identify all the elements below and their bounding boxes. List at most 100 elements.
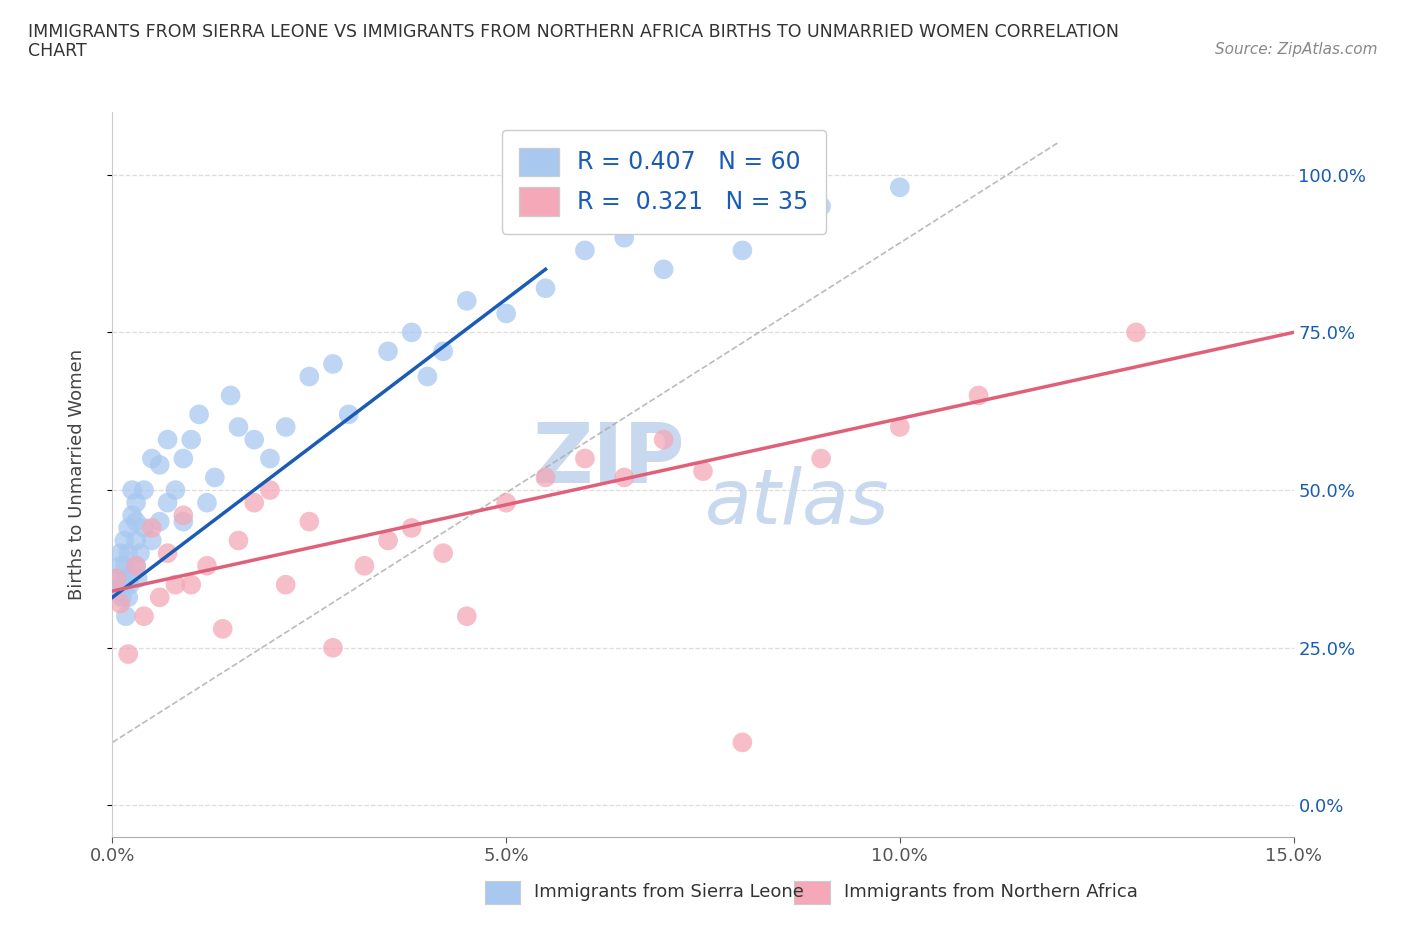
Point (1125, 325, 1147, 339)
Point (172, 514, 194, 529)
Point (195, 496, 218, 511)
Point (574, 451, 596, 466)
Point (118, 578, 141, 592)
Point (149, 458, 172, 472)
Point (298, 514, 321, 529)
Point (731, 243, 754, 258)
Point (322, 356, 344, 371)
Point (401, 521, 423, 536)
Point (180, 578, 202, 592)
Point (204, 470, 226, 485)
Point (456, 609, 478, 624)
Point (149, 514, 172, 529)
Point (141, 521, 163, 536)
Point (132, 521, 155, 536)
Point (967, 388, 990, 403)
Point (125, 496, 148, 511)
Point (613, 231, 636, 246)
Point (228, 419, 250, 434)
Point (129, 546, 152, 561)
Point (377, 533, 399, 548)
Point (165, 578, 187, 592)
Point (180, 432, 202, 447)
Point (574, 243, 596, 258)
Point (401, 325, 423, 339)
Point (889, 179, 911, 194)
Point (165, 483, 187, 498)
Point (692, 464, 714, 479)
Point (156, 546, 179, 561)
Point (125, 558, 148, 573)
Point (132, 609, 155, 624)
Point (110, 558, 132, 573)
Point (259, 451, 281, 466)
Point (322, 641, 344, 656)
Point (111, 578, 134, 592)
Point (115, 571, 138, 586)
Text: IMMIGRANTS FROM SIERRA LEONE VS IMMIGRANTS FROM NORTHERN AFRICA BIRTHS TO UNMARR: IMMIGRANTS FROM SIERRA LEONE VS IMMIGRAN… (28, 23, 1119, 41)
Point (353, 558, 375, 573)
Text: CHART: CHART (28, 42, 87, 60)
Point (243, 432, 266, 447)
Point (127, 571, 149, 586)
Point (114, 558, 136, 573)
Point (188, 407, 211, 422)
Point (377, 344, 399, 359)
Point (195, 558, 218, 573)
Y-axis label: Births to Unmarried Women: Births to Unmarried Women (67, 349, 86, 600)
Legend: R = 0.407   N = 60, R =  0.321   N = 35: R = 0.407 N = 60, R = 0.321 N = 35 (502, 130, 827, 233)
Text: Immigrants from Northern Africa: Immigrants from Northern Africa (844, 884, 1137, 901)
Point (107, 583, 129, 598)
Point (132, 483, 155, 498)
Point (121, 483, 143, 498)
Point (125, 558, 148, 573)
Point (172, 508, 194, 523)
Point (156, 432, 179, 447)
Point (259, 483, 281, 498)
Point (125, 514, 148, 529)
Point (534, 281, 557, 296)
Point (810, 199, 832, 214)
Point (432, 344, 454, 359)
Point (141, 451, 163, 466)
Point (298, 369, 321, 384)
Point (731, 735, 754, 750)
Point (534, 470, 557, 485)
Text: ZIP: ZIP (533, 419, 685, 500)
Point (105, 571, 128, 586)
Point (274, 419, 297, 434)
Point (456, 293, 478, 308)
Point (105, 571, 128, 586)
Point (125, 533, 148, 548)
Point (121, 508, 143, 523)
Point (243, 496, 266, 511)
Point (117, 546, 139, 561)
Point (495, 306, 517, 321)
Point (110, 596, 132, 611)
Point (219, 388, 242, 403)
Point (692, 218, 714, 232)
Point (652, 262, 675, 277)
Point (172, 451, 194, 466)
Point (117, 646, 139, 661)
Point (432, 546, 454, 561)
Text: atlas: atlas (706, 466, 890, 540)
Text: Source: ZipAtlas.com: Source: ZipAtlas.com (1215, 42, 1378, 57)
Point (228, 533, 250, 548)
Point (337, 407, 360, 422)
Point (141, 533, 163, 548)
Point (889, 419, 911, 434)
Point (156, 496, 179, 511)
Point (111, 590, 134, 604)
Point (117, 521, 139, 536)
Point (117, 571, 139, 586)
Point (652, 432, 675, 447)
Point (495, 496, 517, 511)
Point (613, 470, 636, 485)
Point (810, 451, 832, 466)
Point (416, 369, 439, 384)
Point (149, 590, 172, 604)
Point (115, 609, 138, 624)
Point (274, 578, 297, 592)
Point (110, 546, 132, 561)
